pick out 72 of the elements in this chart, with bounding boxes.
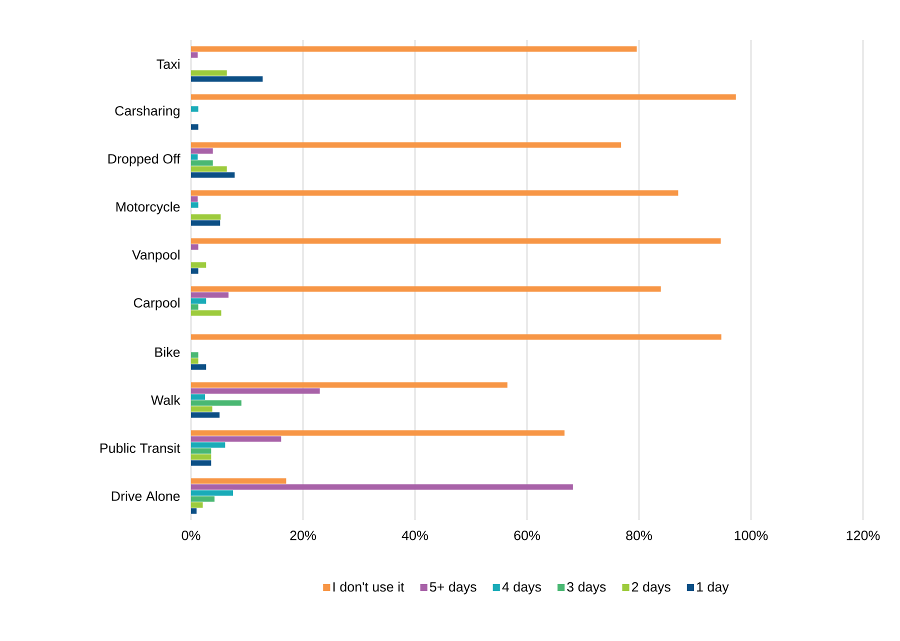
bar bbox=[191, 286, 661, 292]
bar bbox=[191, 310, 222, 316]
legend-label: 5+ days bbox=[430, 582, 476, 594]
bar bbox=[191, 298, 206, 304]
legend-label: 4 days bbox=[502, 582, 542, 594]
bar bbox=[191, 442, 226, 448]
y-tick-label: Carpool bbox=[134, 298, 180, 310]
y-tick-label: Vanpool bbox=[132, 250, 180, 262]
bar bbox=[191, 154, 198, 160]
bar bbox=[191, 394, 205, 400]
x-tick-label: 60% bbox=[514, 530, 540, 540]
bar bbox=[191, 46, 637, 52]
bar bbox=[191, 190, 678, 196]
bar bbox=[191, 70, 227, 76]
bar bbox=[191, 382, 508, 388]
y-tick-label: Public Transit bbox=[100, 443, 180, 453]
bar bbox=[191, 172, 235, 178]
y-tick-label: Walk bbox=[150, 395, 180, 405]
legend-label: 1 day bbox=[697, 582, 729, 594]
bar bbox=[191, 478, 286, 484]
bar bbox=[191, 460, 212, 466]
bar bbox=[191, 448, 212, 454]
bar bbox=[191, 454, 212, 460]
bar bbox=[191, 508, 197, 514]
bar bbox=[191, 268, 198, 274]
y-tick-label: Drive Alone bbox=[112, 491, 180, 501]
bar bbox=[191, 358, 198, 364]
legend-label: 2 days bbox=[632, 582, 670, 594]
x-tick-label: 0% bbox=[182, 530, 200, 540]
bar bbox=[191, 430, 565, 436]
bar bbox=[191, 502, 203, 508]
x-tick-label: 80% bbox=[626, 530, 652, 540]
bar bbox=[191, 412, 220, 418]
x-tick-label: 120% bbox=[846, 530, 880, 540]
y-tick-label: Bike bbox=[155, 347, 180, 357]
bar bbox=[191, 94, 736, 100]
bar bbox=[191, 238, 721, 244]
bar bbox=[191, 406, 212, 412]
bar bbox=[191, 334, 722, 340]
bar bbox=[191, 52, 198, 58]
y-tick-label: Taxi bbox=[156, 59, 180, 69]
legend-label: I don't use it bbox=[333, 582, 404, 592]
bar bbox=[191, 196, 198, 202]
bar bbox=[191, 364, 206, 370]
bar bbox=[191, 76, 263, 82]
y-tick-label: Motorcycle bbox=[116, 202, 180, 214]
bar bbox=[191, 292, 229, 298]
bar bbox=[191, 142, 622, 148]
bar bbox=[191, 262, 206, 268]
bar bbox=[191, 166, 227, 172]
bar bbox=[191, 148, 213, 154]
bar bbox=[191, 400, 242, 406]
bar bbox=[191, 490, 233, 496]
y-tick-label: Carsharing bbox=[115, 106, 180, 118]
bar bbox=[191, 244, 198, 250]
bar bbox=[191, 388, 320, 394]
bar bbox=[191, 436, 282, 442]
x-tick-label: 20% bbox=[290, 530, 316, 540]
bar bbox=[191, 304, 198, 310]
bar bbox=[191, 124, 198, 130]
bar bbox=[191, 220, 220, 226]
y-tick-label: Dropped Off bbox=[108, 154, 180, 166]
legend-label: 3 days bbox=[567, 582, 606, 594]
bar bbox=[191, 352, 198, 358]
x-tick-label: 100% bbox=[734, 530, 768, 540]
bar bbox=[191, 214, 221, 220]
bar bbox=[191, 106, 198, 112]
bar bbox=[191, 202, 198, 208]
x-tick-label: 40% bbox=[402, 530, 428, 540]
bar bbox=[191, 160, 213, 166]
bar bbox=[191, 484, 573, 490]
bar bbox=[191, 496, 215, 502]
